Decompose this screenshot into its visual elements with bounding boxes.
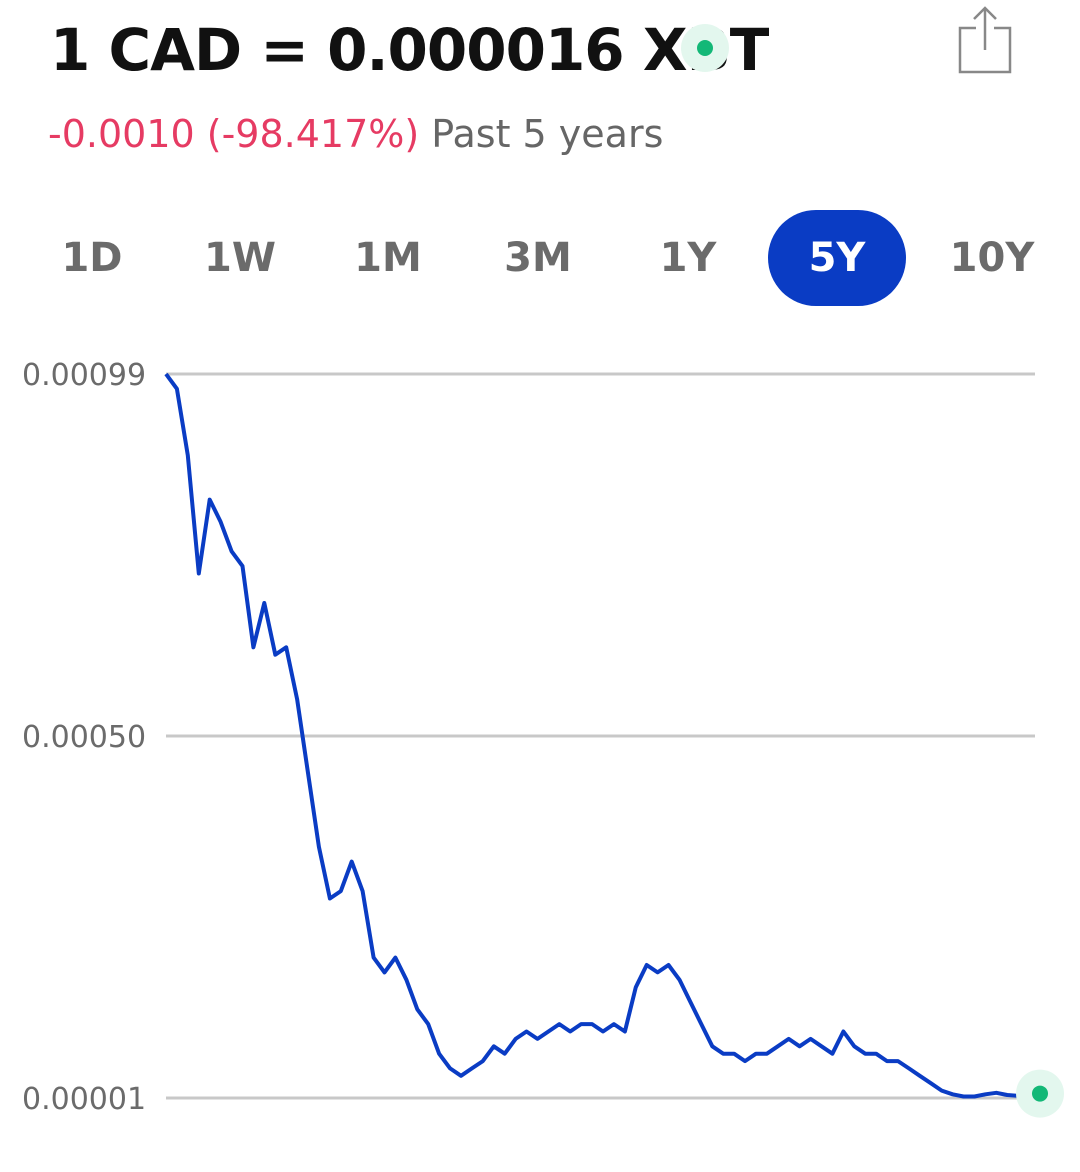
range-1y[interactable]: 1Y — [659, 235, 717, 281]
price-change: -0.0010 (-98.417%) Past 5 years — [48, 112, 663, 156]
range-selector: 1D 1W 1M 3M 1Y 5Y 10Y — [0, 210, 1080, 306]
page-title: 1 CAD = 0.000016 XBT — [50, 16, 769, 84]
change-period: Past 5 years — [431, 112, 664, 156]
range-1w[interactable]: 1W — [204, 235, 276, 281]
share-button[interactable] — [952, 4, 1018, 76]
current-point-marker — [1032, 1085, 1048, 1102]
range-3m[interactable]: 3M — [504, 235, 572, 281]
live-indicator — [681, 24, 729, 72]
y-tick-label: 0.00099 — [22, 358, 146, 393]
range-1m[interactable]: 1M — [354, 235, 422, 281]
range-1d[interactable]: 1D — [61, 235, 123, 281]
y-tick-label: 0.00001 — [22, 1082, 146, 1117]
share-icon — [958, 6, 1012, 74]
change-value: -0.0010 (-98.417%) — [48, 112, 420, 156]
y-tick-label: 0.00050 — [22, 720, 146, 755]
price-line — [164, 372, 1041, 1099]
range-5y[interactable]: 5Y — [768, 210, 906, 306]
range-10y[interactable]: 10Y — [949, 235, 1035, 281]
price-chart: 0.00099 0.00050 0.00001 — [22, 358, 1064, 1118]
live-dot-icon — [697, 40, 713, 56]
